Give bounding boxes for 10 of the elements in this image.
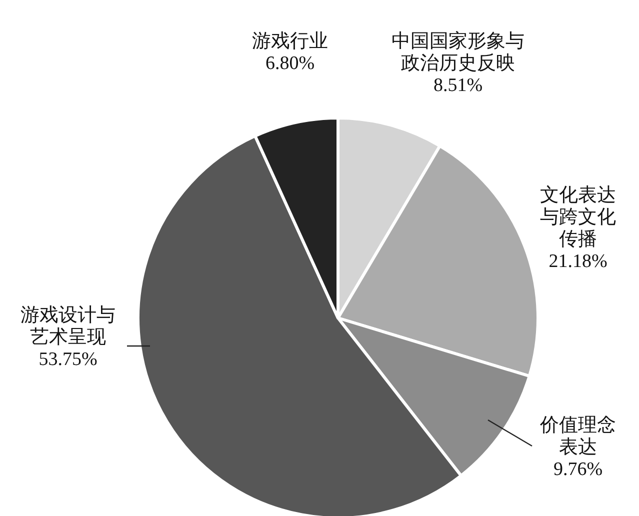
data-label: 53.75% bbox=[38, 349, 98, 370]
slice-label: 文化表达与跨文化传播 bbox=[540, 185, 616, 250]
slice-label: 中国国家形象与政治历史反映 bbox=[392, 30, 524, 74]
data-label: 6.80% bbox=[265, 53, 315, 74]
slice-label: 游戏行业 bbox=[252, 31, 328, 52]
slice-label: 游戏设计与艺术呈现 bbox=[20, 305, 116, 348]
data-label: 8.51% bbox=[433, 75, 483, 96]
data-label: 21.18% bbox=[548, 251, 608, 272]
slice-label: 价值理念表达 bbox=[539, 415, 616, 458]
data-label: 9.76% bbox=[553, 459, 603, 480]
